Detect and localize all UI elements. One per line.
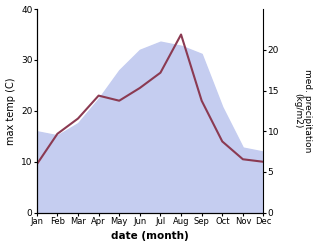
Y-axis label: med. precipitation
(kg/m2): med. precipitation (kg/m2)	[293, 69, 313, 153]
Y-axis label: max temp (C): max temp (C)	[5, 77, 16, 145]
X-axis label: date (month): date (month)	[111, 231, 189, 242]
